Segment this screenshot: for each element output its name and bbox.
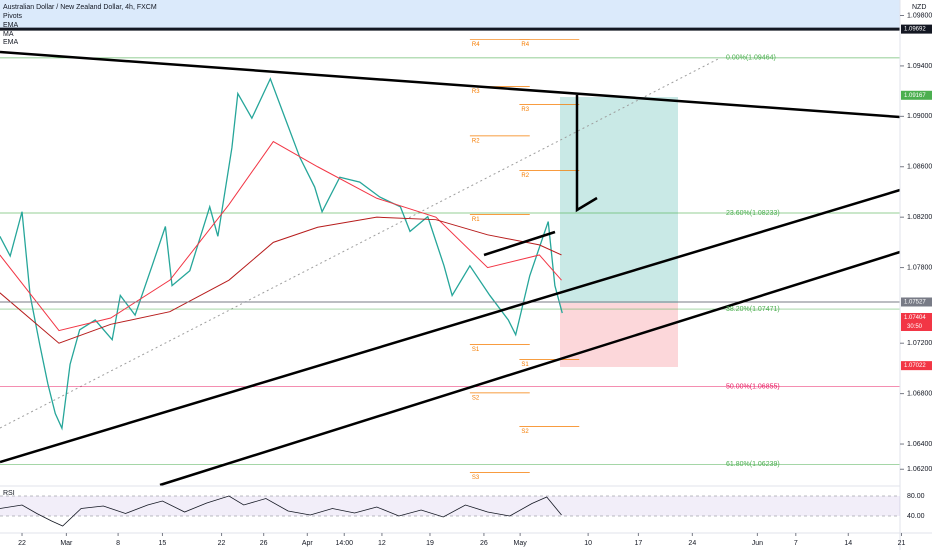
x-tick-label: 7 [794, 540, 798, 547]
x-tick-label: Mar [60, 540, 73, 547]
rsi-tick-label: 40.00 [907, 513, 925, 520]
trend-line [0, 50, 901, 119]
y-tick-label: 1.07800 [907, 264, 932, 271]
x-tick-label: 8 [116, 540, 120, 547]
price-tag [901, 312, 932, 331]
indicator-label: Pivots [3, 13, 23, 20]
x-tick-label: Apr [302, 540, 314, 547]
y-tick-label: 1.06400 [907, 441, 932, 448]
x-tick-label: Jun [752, 540, 763, 547]
rsi-line [0, 495, 562, 527]
y-tick-label: 1.06800 [907, 390, 932, 397]
price-tag-label: 1.09692 [904, 27, 926, 33]
price-tag [901, 361, 932, 371]
price-tag [901, 90, 932, 100]
price-tag-label: 1.09167 [904, 93, 926, 99]
indicator-label: MA [3, 31, 14, 38]
countdown-label: 30:50 [907, 324, 923, 330]
pivot-label: S2 [521, 429, 529, 435]
currency-label: NZD [912, 4, 926, 11]
rsi-title: RSI [3, 490, 15, 497]
x-tick-label: 24 [688, 540, 696, 547]
indicator-label: EMA [3, 22, 19, 29]
rsi-band [0, 496, 900, 516]
y-tick-label: 1.09000 [907, 113, 932, 120]
y-tick-label: 1.08200 [907, 214, 932, 221]
y-tick-label: 1.09400 [907, 63, 932, 70]
pivot-label: S3 [472, 475, 480, 481]
symbol-title: Australian Dollar / New Zealand Dollar, … [3, 4, 157, 11]
pivot-label: S2 [472, 395, 480, 401]
pivot-label: R4 [521, 42, 529, 48]
pivot-label: R2 [472, 138, 480, 144]
pivot-label: S1 [472, 347, 480, 353]
pivot-label: R3 [521, 107, 529, 113]
fib-label: 0.00%(1.09464) [726, 55, 776, 62]
long-position-target [560, 97, 678, 303]
pivot-label: S1 [521, 362, 529, 368]
x-tick-label: 15 [159, 540, 167, 547]
x-tick-label: 10 [584, 540, 592, 547]
y-tick-label: 1.06200 [907, 466, 932, 473]
pivot-label: R1 [472, 217, 480, 223]
x-tick-label: 14:00 [335, 540, 353, 547]
price-line [0, 77, 563, 431]
fib-label: 38.20%(1.07471) [726, 306, 780, 313]
x-tick-label: 21 [898, 540, 906, 547]
price-tag-label: 1.07404 [904, 315, 926, 321]
rsi-tick-label: 80.00 [907, 493, 925, 500]
header-band [0, 0, 900, 29]
trend-lines [0, 50, 901, 487]
x-tick-label: 12 [378, 540, 386, 547]
x-tick-label: 19 [426, 540, 434, 547]
pivot-label: R2 [521, 173, 529, 179]
price-tag-label: 1.07527 [904, 300, 926, 306]
indicator-label: EMA [3, 39, 19, 46]
moving-average [0, 216, 562, 344]
trend-line [0, 188, 901, 464]
fib-label: 50.00%(1.06855) [726, 384, 780, 391]
trend-line [159, 250, 901, 487]
x-tick-label: 26 [480, 540, 488, 547]
x-tick-label: 14 [844, 540, 852, 547]
fib-label: 61.80%(1.06239) [726, 461, 780, 468]
price-tag [901, 297, 932, 307]
x-tick-label: 22 [18, 540, 26, 547]
pivot-label: R3 [472, 89, 480, 95]
y-tick-label: 1.08600 [907, 164, 932, 171]
trend-line [575, 95, 598, 213]
price-tag-label: 1.07022 [904, 363, 926, 369]
y-tick-label: 1.07200 [907, 340, 932, 347]
fib-label: 23.60%(1.08233) [726, 210, 780, 217]
x-tick-label: 22 [218, 540, 226, 547]
y-tick-label: 1.09800 [907, 12, 932, 19]
pivot-label: R4 [472, 42, 480, 48]
price-tag [901, 24, 932, 34]
x-tick-label: 17 [634, 540, 642, 547]
trend-line [483, 230, 556, 257]
x-tick-label: May [514, 540, 528, 547]
moving-average [0, 140, 562, 332]
price-pane [0, 27, 900, 473]
long-position-stop [560, 303, 678, 367]
x-tick-label: 26 [260, 540, 268, 547]
